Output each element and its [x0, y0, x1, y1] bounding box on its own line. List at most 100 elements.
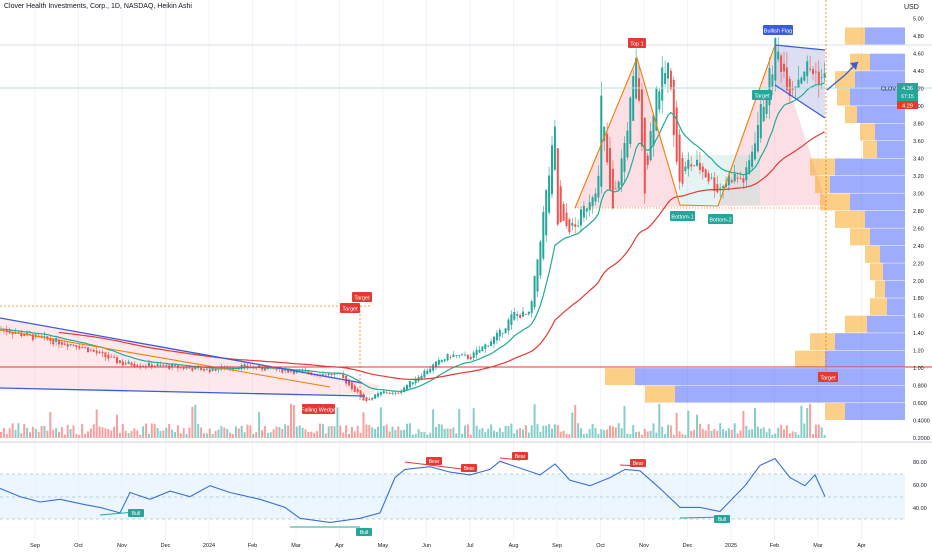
volume-bar [40, 425, 43, 438]
candle-body [414, 379, 417, 384]
volume-bar [75, 433, 78, 438]
annotation-top1: Top 1 [628, 38, 646, 48]
svg-text:Bull: Bull [132, 511, 140, 517]
volume-bar [162, 430, 165, 438]
volume-bar [524, 425, 527, 438]
candle-body [475, 350, 478, 356]
candle-body [806, 61, 809, 77]
candle-body [150, 364, 153, 368]
candles [0, 36, 826, 403]
volume-bar [266, 432, 269, 438]
candle-body [281, 368, 284, 373]
volume-bar [490, 424, 493, 438]
candle-body [687, 159, 690, 169]
price-scale-label: 0.800 [913, 384, 927, 390]
volume-bar [121, 424, 124, 438]
volume-bar [292, 405, 295, 438]
volume-bar [295, 426, 298, 438]
volume-bar [298, 425, 301, 438]
volume-bar [89, 428, 92, 438]
candle-body [469, 356, 472, 360]
volume-bar [762, 427, 765, 438]
volume-bar [495, 431, 498, 438]
candle-body [614, 188, 617, 190]
volume-bar [55, 427, 58, 438]
volume-bar [643, 428, 646, 438]
candle-body [205, 368, 208, 370]
volume-bar [655, 432, 658, 438]
vp-row-down [835, 333, 905, 351]
volume-bar [800, 405, 803, 438]
candle-body [208, 369, 211, 373]
volume-bar [287, 425, 290, 438]
volume-bar [217, 429, 220, 438]
price-scale[interactable]: 5.00 4.80 4.60 4.40 4.20 4.00 3.80 3.60 3.40 3.20… [913, 17, 930, 442]
candle-body [95, 350, 98, 354]
candle-body [658, 91, 661, 110]
volume-bar [527, 432, 530, 438]
volume-bar [139, 434, 142, 438]
volume-bar [252, 433, 255, 438]
time-axis-label: Apr [857, 543, 866, 549]
candle-body [562, 204, 565, 221]
candle-body [40, 335, 43, 338]
volume-bars [0, 403, 826, 438]
candle-body [690, 164, 693, 167]
candle-body [374, 394, 377, 399]
svg-text:Target: Target [354, 296, 370, 302]
volume-bar [678, 431, 681, 438]
volume-bar [133, 428, 136, 438]
volume-bar [5, 434, 8, 438]
candle-body [736, 177, 739, 179]
volume-bar [501, 432, 504, 438]
candle-body [623, 143, 626, 172]
volume-bar [43, 426, 46, 438]
volume-bar [182, 428, 185, 438]
volume-bar [188, 427, 191, 438]
time-axis-label: Sep [552, 543, 562, 549]
volume-bar [522, 429, 524, 438]
price-scale-label: 1.40 [913, 331, 924, 337]
volume-bar [600, 429, 603, 438]
volume-bar [284, 424, 287, 438]
volume-bar [487, 428, 490, 438]
annotation-target-left: Target Target [340, 292, 372, 313]
volume-bar [8, 428, 11, 438]
candle-body [510, 314, 513, 326]
candle-body [275, 368, 278, 370]
volume-bar [635, 431, 638, 438]
vp-row-down [675, 385, 905, 403]
volume-bar [60, 427, 63, 438]
candle-body [739, 177, 742, 179]
svg-text:4.36: 4.36 [902, 86, 913, 92]
volume-bar [214, 431, 217, 438]
vp-row-up [875, 280, 885, 298]
svg-text:Bear: Bear [464, 466, 475, 472]
volume-bar [559, 431, 562, 438]
candle-body [493, 336, 495, 344]
vp-row-down [865, 210, 905, 228]
volume-bar [664, 434, 667, 438]
volume-bar [388, 431, 391, 438]
candle-body [292, 371, 295, 374]
vp-row-up [850, 228, 870, 246]
price-scale-label: 1.60 [913, 314, 924, 320]
volume-bar [742, 411, 745, 438]
volume-bar [330, 425, 333, 438]
volume-bar [281, 428, 284, 438]
price-scale-label: 2.00 [913, 279, 924, 285]
volume-bar [446, 428, 449, 438]
volume-bar [29, 432, 31, 438]
time-axis[interactable]: Sep Oct Nov Dec 2024 Feb Mar Apr May Jun Jul Aug Sep… [30, 543, 866, 549]
candle-body [638, 78, 640, 101]
volume-bar [493, 430, 495, 438]
volume-bar [777, 427, 780, 438]
price-scale-label: 3.00 [913, 191, 924, 197]
vp-row-up [835, 71, 855, 89]
candle-body [116, 357, 118, 364]
volume-bar [258, 412, 261, 438]
volume-bar [211, 434, 214, 438]
candle-body [301, 370, 304, 372]
volume-bar [649, 430, 652, 438]
